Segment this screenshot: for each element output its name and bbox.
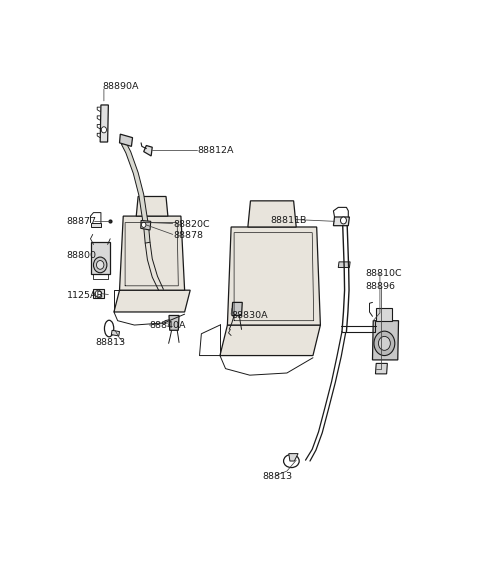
Text: 88878: 88878	[173, 231, 204, 240]
Circle shape	[142, 222, 146, 228]
Polygon shape	[248, 201, 296, 227]
Polygon shape	[169, 315, 179, 331]
Polygon shape	[372, 321, 398, 360]
Polygon shape	[376, 308, 392, 321]
Circle shape	[94, 257, 107, 273]
Text: 88810C: 88810C	[365, 269, 402, 278]
Polygon shape	[91, 222, 101, 227]
Text: 88813: 88813	[96, 338, 125, 347]
Text: 88830A: 88830A	[231, 311, 268, 320]
Text: 88813: 88813	[263, 472, 293, 481]
Polygon shape	[120, 216, 185, 290]
Polygon shape	[141, 220, 151, 230]
Circle shape	[101, 127, 107, 133]
Polygon shape	[375, 363, 387, 374]
Polygon shape	[120, 134, 132, 147]
Polygon shape	[232, 302, 242, 315]
Polygon shape	[228, 227, 321, 325]
Circle shape	[340, 217, 347, 224]
Polygon shape	[289, 453, 298, 461]
Text: 88896: 88896	[365, 282, 395, 291]
Circle shape	[96, 260, 104, 269]
Text: 88890A: 88890A	[103, 82, 139, 91]
Polygon shape	[121, 143, 150, 243]
Circle shape	[374, 331, 395, 355]
Polygon shape	[114, 290, 190, 312]
Text: 88800: 88800	[67, 251, 96, 260]
Polygon shape	[136, 196, 168, 216]
Polygon shape	[220, 325, 321, 355]
Polygon shape	[338, 262, 350, 268]
Circle shape	[378, 336, 390, 350]
Text: 88820C: 88820C	[173, 220, 210, 229]
Polygon shape	[100, 105, 108, 142]
Polygon shape	[111, 331, 120, 336]
Polygon shape	[144, 145, 152, 156]
Circle shape	[96, 290, 101, 297]
Polygon shape	[91, 242, 110, 273]
Text: 88812A: 88812A	[198, 146, 234, 155]
Text: 88840A: 88840A	[149, 321, 186, 331]
Text: 88877: 88877	[67, 217, 96, 226]
Text: 88811B: 88811B	[270, 216, 307, 225]
Polygon shape	[93, 289, 104, 298]
Polygon shape	[334, 217, 349, 226]
Text: 1125AB: 1125AB	[67, 291, 104, 300]
